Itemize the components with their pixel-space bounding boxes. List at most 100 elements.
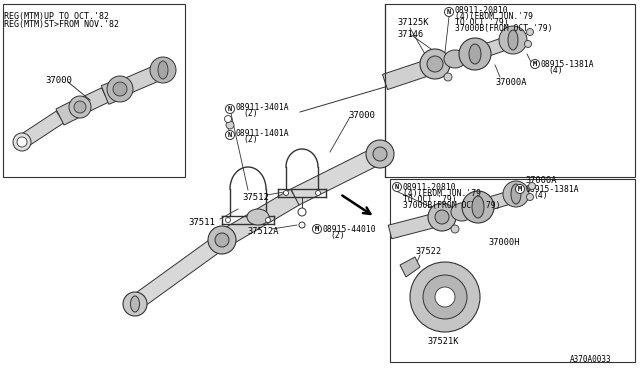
Circle shape — [312, 224, 321, 234]
Text: 08911-1401A: 08911-1401A — [236, 128, 290, 138]
Text: M: M — [315, 226, 319, 232]
Circle shape — [410, 262, 480, 332]
Text: 37521K: 37521K — [428, 337, 459, 346]
Text: (4)(FROM JUN.'79: (4)(FROM JUN.'79 — [403, 189, 481, 198]
Circle shape — [123, 292, 147, 316]
Text: 37000A: 37000A — [495, 77, 527, 87]
Bar — [385, 4, 635, 177]
Text: 37512A: 37512A — [247, 227, 278, 235]
Ellipse shape — [451, 203, 473, 221]
Text: N: N — [228, 132, 232, 138]
Circle shape — [373, 147, 387, 161]
Text: 37000B(FROM OCT.'79): 37000B(FROM OCT.'79) — [455, 23, 552, 32]
Polygon shape — [473, 36, 512, 60]
Polygon shape — [476, 190, 517, 213]
Circle shape — [503, 181, 529, 207]
Polygon shape — [125, 235, 225, 314]
Circle shape — [435, 287, 455, 307]
Ellipse shape — [247, 209, 269, 225]
Text: M: M — [533, 61, 537, 67]
Polygon shape — [77, 88, 108, 114]
Text: M: M — [518, 186, 522, 192]
Circle shape — [298, 208, 306, 216]
Circle shape — [366, 140, 394, 168]
Circle shape — [225, 218, 230, 222]
Ellipse shape — [158, 61, 168, 79]
Ellipse shape — [469, 44, 481, 64]
Text: (2): (2) — [243, 135, 258, 144]
Text: 37000: 37000 — [45, 76, 72, 84]
Polygon shape — [388, 212, 442, 239]
Circle shape — [527, 193, 534, 201]
Text: (4)(FROM JUN.'79: (4)(FROM JUN.'79 — [455, 12, 533, 20]
Polygon shape — [400, 257, 420, 277]
Text: TO OCT.'79): TO OCT.'79) — [455, 17, 509, 26]
Text: A370A0033: A370A0033 — [570, 355, 612, 363]
Polygon shape — [291, 144, 389, 205]
Text: N: N — [228, 106, 232, 112]
Polygon shape — [18, 111, 64, 148]
Text: 08911-20810: 08911-20810 — [455, 6, 509, 15]
Circle shape — [13, 133, 31, 151]
Bar — [3, 4, 185, 177]
Circle shape — [69, 96, 91, 118]
Circle shape — [226, 121, 234, 129]
Text: 08911-3401A: 08911-3401A — [236, 103, 290, 112]
Text: 08915-1381A: 08915-1381A — [526, 185, 580, 193]
Circle shape — [420, 49, 450, 79]
Text: N: N — [447, 9, 451, 15]
Circle shape — [225, 115, 232, 122]
Circle shape — [113, 82, 127, 96]
Ellipse shape — [472, 196, 484, 218]
Circle shape — [284, 190, 289, 196]
Text: 37000A: 37000A — [525, 176, 557, 185]
Text: 37511: 37511 — [188, 218, 215, 227]
Circle shape — [208, 226, 236, 254]
Circle shape — [427, 56, 443, 72]
Circle shape — [150, 57, 176, 83]
Polygon shape — [56, 99, 84, 125]
Text: 08915-1381A: 08915-1381A — [541, 60, 595, 68]
Polygon shape — [117, 67, 158, 96]
Circle shape — [527, 29, 534, 35]
Circle shape — [17, 137, 27, 147]
Ellipse shape — [131, 296, 140, 312]
Circle shape — [499, 26, 527, 54]
Polygon shape — [218, 189, 300, 248]
Circle shape — [225, 105, 234, 113]
Text: (4): (4) — [548, 65, 563, 74]
Text: 37000B(FROM OCT.'79): 37000B(FROM OCT.'79) — [403, 201, 500, 209]
Circle shape — [107, 76, 133, 102]
Circle shape — [525, 41, 531, 48]
Circle shape — [316, 190, 321, 196]
Text: REG(MTM)UP TO OCT.'82: REG(MTM)UP TO OCT.'82 — [4, 12, 109, 20]
Text: 37000H: 37000H — [488, 237, 520, 247]
Circle shape — [462, 191, 494, 223]
Circle shape — [515, 185, 525, 193]
Circle shape — [392, 183, 401, 192]
Ellipse shape — [444, 50, 466, 68]
Circle shape — [445, 7, 454, 16]
Text: 37125K: 37125K — [397, 17, 429, 26]
Polygon shape — [153, 63, 170, 80]
Text: TO OCT.'79): TO OCT.'79) — [403, 195, 456, 203]
Circle shape — [531, 60, 540, 68]
Polygon shape — [101, 80, 124, 104]
Circle shape — [529, 183, 536, 189]
Circle shape — [74, 101, 86, 113]
Text: 08915-44010: 08915-44010 — [323, 224, 376, 234]
Ellipse shape — [511, 184, 521, 204]
Circle shape — [435, 210, 449, 224]
Ellipse shape — [508, 30, 518, 50]
Circle shape — [299, 222, 305, 228]
Text: (2): (2) — [243, 109, 258, 118]
Text: 08911-20810: 08911-20810 — [403, 183, 456, 192]
Text: N: N — [395, 184, 399, 190]
Text: 37000: 37000 — [348, 110, 375, 119]
Circle shape — [428, 203, 456, 231]
Circle shape — [266, 218, 271, 222]
Bar — [390, 179, 635, 362]
Text: (4): (4) — [533, 190, 548, 199]
Circle shape — [215, 233, 229, 247]
Circle shape — [225, 131, 234, 140]
